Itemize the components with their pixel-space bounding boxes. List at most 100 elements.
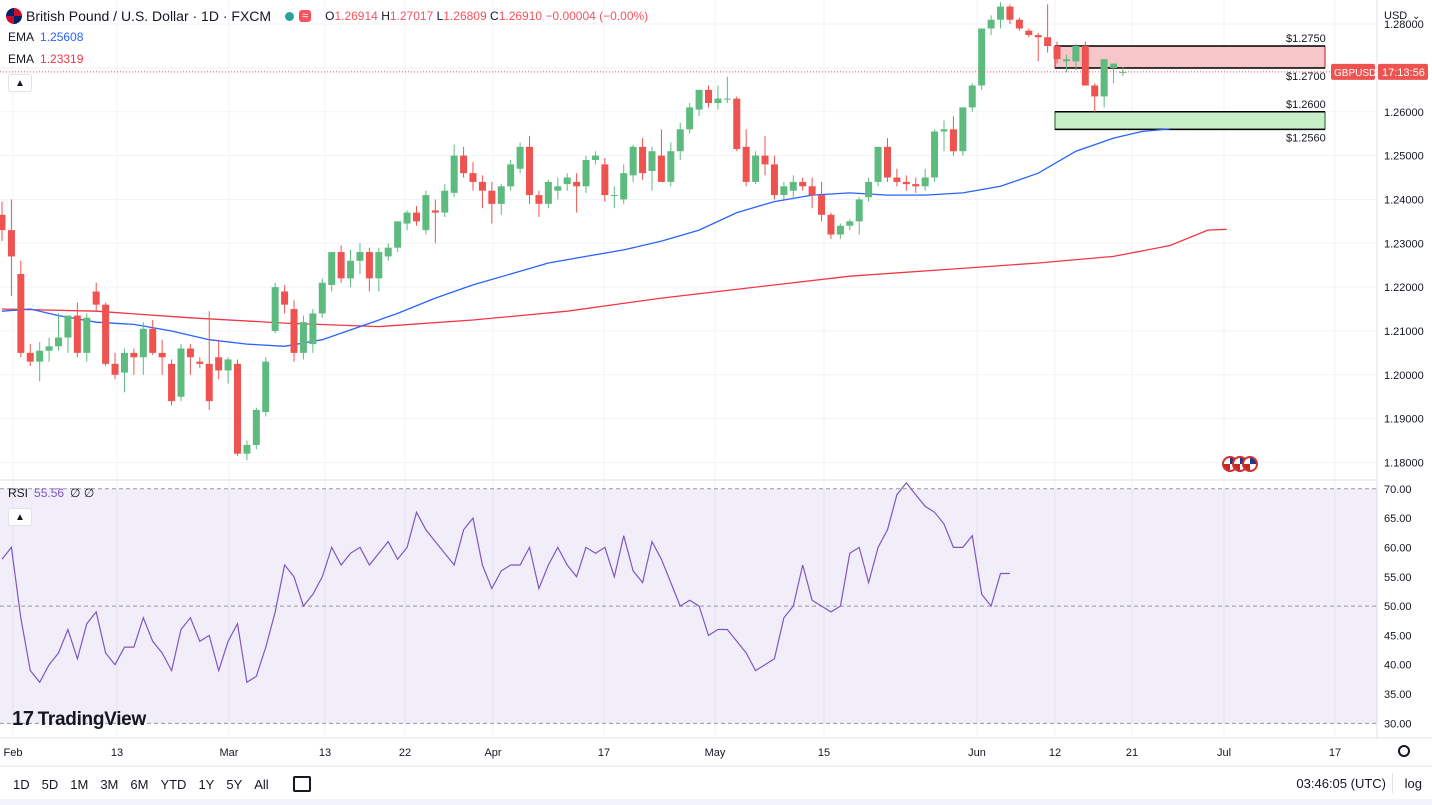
candle-body: [940, 129, 948, 132]
candle-body: [139, 328, 147, 358]
range-ytd[interactable]: YTD: [160, 776, 187, 792]
candle-body: [770, 164, 778, 196]
candle-body: [158, 352, 166, 358]
range-5d[interactable]: 5D: [41, 776, 59, 792]
log-scale-toggle[interactable]: log: [1404, 776, 1422, 791]
candle-body: [36, 350, 44, 362]
rsi-tick-label: 60.00: [1384, 542, 1412, 554]
range-6m[interactable]: 6M: [130, 776, 149, 792]
candle-body: [186, 348, 194, 358]
rsi-tick-label: 45.00: [1384, 630, 1412, 642]
candle-body: [883, 146, 891, 178]
candle-body: [422, 195, 430, 231]
candle-body: [234, 363, 241, 454]
candle-body: [610, 195, 618, 197]
rsi-legend[interactable]: RSI 55.56 ∅ ∅: [8, 486, 95, 500]
candle-body: [17, 273, 25, 353]
tradingview-logo[interactable]: 17 TradingView: [12, 708, 146, 731]
candle-body: [299, 322, 307, 353]
rsi-tick-label: 70.00: [1384, 484, 1412, 496]
candle-body: [130, 352, 138, 358]
candle-body: [337, 252, 345, 279]
ema-fast-line: [1, 128, 1171, 347]
collapse-rsi-button[interactable]: ▲: [8, 508, 32, 526]
economic-events-icon[interactable]: [1222, 456, 1258, 472]
symbol-title[interactable]: British Pound / U.S. Dollar · 1D · FXCM: [26, 8, 272, 24]
rsi-tick-label: 50.00: [1384, 601, 1412, 613]
candle-body: [1006, 6, 1014, 20]
time-tick-label: Feb: [4, 747, 23, 759]
candle-body: [375, 252, 383, 279]
candle-body: [252, 409, 260, 445]
candle-body: [243, 444, 251, 454]
countdown-tag: [1378, 63, 1428, 80]
candle-body: [318, 282, 326, 314]
symbol-tag: [1331, 63, 1375, 80]
wave-icon[interactable]: ≈: [299, 10, 312, 22]
resistance-zone: [1054, 45, 1326, 69]
candle-body: [836, 225, 844, 235]
candle-body: [573, 181, 581, 187]
rsi-tick-label: 55.00: [1384, 572, 1412, 584]
ema-slow-legend[interactable]: EMA 1.23319: [8, 52, 84, 66]
range-1y[interactable]: 1Y: [198, 776, 215, 792]
candle-body: [224, 359, 232, 371]
candle-body: [535, 195, 543, 204]
rsi-tick-label: 40.00: [1384, 660, 1412, 672]
price-tick-label: 1.19000: [1384, 414, 1424, 426]
candle-body: [92, 291, 100, 305]
candle-body: [365, 252, 373, 279]
calendar-icon[interactable]: [292, 776, 311, 792]
candle-body: [450, 155, 458, 193]
range-3m[interactable]: 3M: [100, 776, 119, 792]
market-status-icon: [285, 11, 295, 21]
collapse-legend-button[interactable]: ▲: [8, 74, 32, 92]
toolbar-divider: [1392, 773, 1393, 793]
candle-body: [497, 186, 505, 204]
symbol-tag-text: GBPUSD: [1334, 68, 1376, 79]
candle-body: [356, 252, 364, 261]
rsi-tick-label: 30.00: [1384, 718, 1412, 730]
candle-body: [0, 214, 6, 231]
settings-gear-icon[interactable]: [1398, 745, 1410, 757]
candle-body: [441, 190, 449, 213]
price-tick-label: 1.24000: [1384, 194, 1424, 206]
candle-body: [1100, 59, 1108, 97]
price-tick-label: 1.18000: [1384, 457, 1424, 469]
candle-body: [582, 160, 590, 187]
candle-body: [168, 363, 176, 402]
candle-body: [667, 151, 675, 182]
candle-body: [526, 146, 534, 196]
candle-body: [761, 155, 769, 165]
range-1m[interactable]: 1M: [70, 776, 89, 792]
candle-body: [290, 309, 298, 353]
candle-body: [808, 186, 816, 196]
bottom-toolbar: 1D 5D 1M 3M 6M YTD 1Y 5Y All: [0, 769, 1432, 799]
candle-body: [488, 190, 496, 204]
candle-body: [563, 177, 571, 185]
candle-body: [855, 199, 863, 222]
currency-chevron-icon: ⌄: [1412, 11, 1420, 22]
candle-body: [45, 346, 53, 351]
candle-body: [431, 210, 439, 213]
ema-fast-legend[interactable]: EMA 1.25608: [8, 30, 84, 44]
candle-body: [949, 129, 957, 152]
range-1d[interactable]: 1D: [13, 776, 30, 792]
time-tick-label: 17: [598, 747, 610, 759]
candle-body: [846, 221, 854, 226]
rsi-tick-label: 35.00: [1384, 689, 1412, 701]
candle-body: [978, 28, 986, 86]
range-5y[interactable]: 5Y: [226, 776, 243, 792]
resistance-top-label: $1.2750: [1286, 33, 1326, 45]
price-tick-label: 1.28000: [1384, 19, 1424, 31]
compare-toggle[interactable]: ≈: [285, 10, 312, 22]
candle-body: [328, 252, 336, 285]
candle-body: [544, 181, 552, 204]
candle-body: [648, 151, 656, 171]
candle-body: [215, 357, 223, 371]
range-all[interactable]: All: [254, 776, 269, 792]
candle-body: [460, 155, 468, 174]
candle-body: [55, 337, 63, 347]
utc-clock[interactable]: 03:46:05 (UTC): [1296, 776, 1386, 791]
